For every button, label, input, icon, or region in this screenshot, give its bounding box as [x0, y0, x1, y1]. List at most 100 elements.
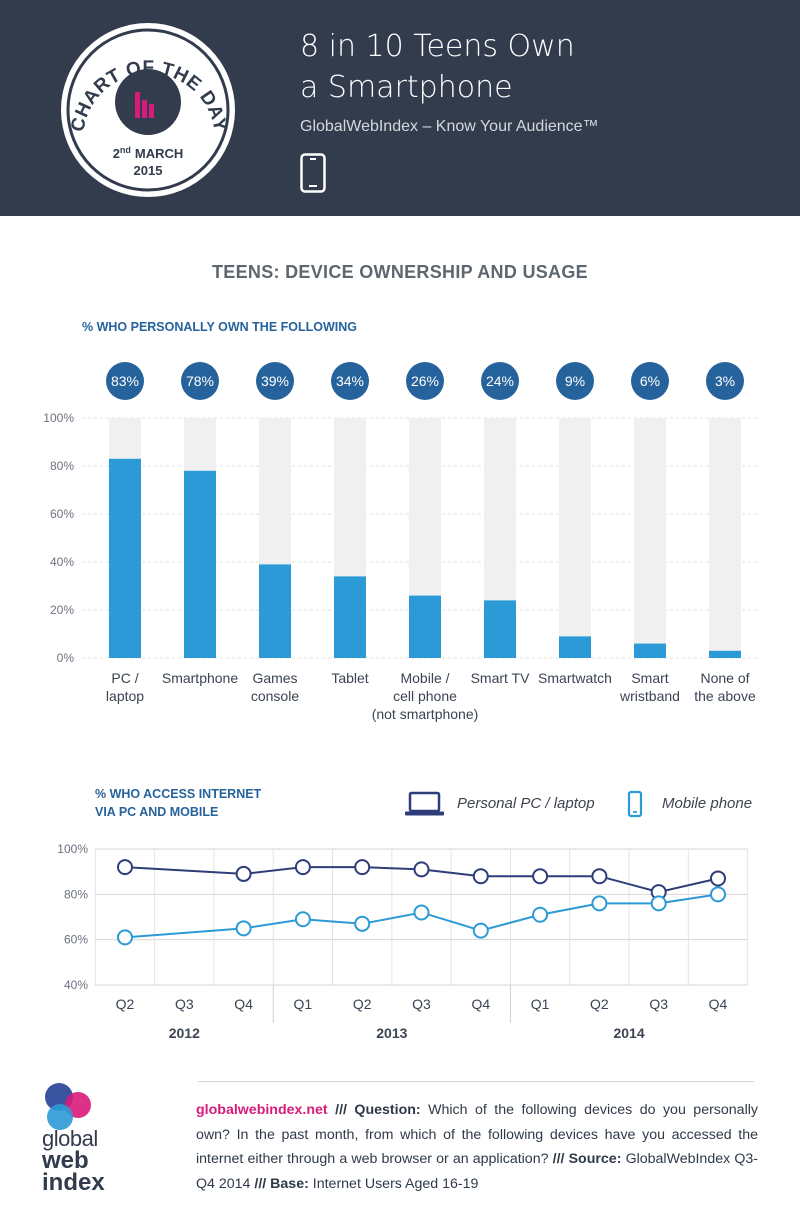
pc-series-point	[354, 859, 371, 876]
bar-category-label: Mobile /	[400, 670, 449, 686]
ownership-bar-chart: 0% 20% 40% 60% 80% 100% 83% PC / laptop 78% Smartp…	[43, 362, 758, 722]
bar	[484, 600, 516, 658]
bar-category-label: Tablet	[331, 670, 368, 686]
pc-series-point	[235, 865, 252, 882]
ownership-section-label: % WHO PERSONALLY OWN THE FOLLOWING	[82, 320, 357, 334]
footer-base: Internet Users Aged 16-19	[312, 1175, 479, 1192]
bar-data-label: 39%	[261, 373, 289, 389]
bar-data-label: 9%	[565, 373, 585, 389]
bar	[559, 636, 591, 658]
mobile-series-point	[591, 895, 608, 912]
page-title: 8 in 10 Teens Own a Smartphone	[300, 26, 780, 108]
bar-category-label: Games	[252, 670, 297, 686]
bar	[109, 458, 141, 658]
bar-background	[709, 418, 741, 658]
bar-y-tick-label: 0%	[57, 651, 75, 665]
badge-year: 2015	[134, 163, 163, 178]
footer-separator: ///	[254, 1175, 267, 1192]
bar-category-label: None of	[700, 670, 749, 686]
bar	[709, 650, 741, 658]
bar-y-tick-label: 80%	[50, 459, 74, 473]
main-title: TEENS: DEVICE OWNERSHIP AND USAGE	[212, 262, 588, 282]
bar-category-label: the above	[694, 688, 756, 704]
bar-data-label: 34%	[336, 373, 364, 389]
data-label-bubble	[331, 362, 369, 400]
footer-site-link[interactable]: globalwebindex.net	[196, 1102, 328, 1118]
mobile-series-point	[413, 904, 430, 921]
bar-data-label: 3%	[715, 373, 735, 389]
pc-series-point	[710, 870, 726, 887]
header-banner: CHART OF THE DAY 2nd MARCH 2015 8 in 10 T…	[0, 0, 800, 216]
data-label-bubble	[181, 362, 219, 400]
smartphone-icon	[300, 153, 326, 193]
logo-word-index: index	[42, 1169, 105, 1196]
bar-category-label: Smart TV	[471, 670, 531, 686]
x-quarter-label: Q4	[471, 996, 490, 1012]
line-y-tick-label: 80%	[64, 887, 88, 901]
internet-access-label-line-1: % WHO ACCESS INTERNET	[95, 787, 262, 801]
bar-category-label: Smartwatch	[538, 670, 612, 686]
bar-category-label: console	[251, 688, 299, 704]
data-label-bubble	[631, 362, 669, 400]
bar-y-tick-label: 60%	[50, 507, 74, 521]
x-quarter-label: Q1	[294, 996, 313, 1012]
bar-category-label: Smartphone	[162, 670, 238, 686]
bar-category-label: (not smartphone)	[372, 706, 479, 722]
data-label-bubble	[706, 362, 744, 400]
pc-series-line	[124, 866, 719, 894]
chart-of-the-day-badge: CHART OF THE DAY 2nd MARCH 2015	[61, 23, 235, 197]
footer-notes: globalwebindex.net /// Question: Which o…	[196, 1098, 758, 1196]
bar-category-label: laptop	[106, 688, 144, 704]
data-label-bubble	[481, 362, 519, 400]
line-y-tick-label: 100%	[57, 842, 88, 856]
footer-divider	[198, 1081, 754, 1082]
pc-series-point	[117, 859, 133, 876]
bar-background	[634, 418, 666, 658]
x-quarter-label: Q3	[649, 996, 668, 1012]
internet-access-section-label: % WHO ACCESS INTERNET VIA PC AND MOBILE	[95, 785, 261, 821]
footer-source-label: Source:	[568, 1151, 622, 1167]
bar	[334, 576, 366, 658]
bar-background	[559, 418, 591, 658]
mobile-series-point	[294, 911, 311, 928]
bar	[184, 470, 216, 658]
legend-pc-label: Personal PC / laptop	[457, 795, 595, 812]
footer-question-label: Question:	[354, 1102, 421, 1118]
badge-month: MARCH	[135, 146, 183, 161]
badge-day-suffix: nd	[120, 145, 131, 155]
bar-data-label: 83%	[111, 373, 139, 389]
data-label-bubble	[256, 362, 294, 400]
pc-series-point	[413, 861, 430, 878]
year-label: 2012	[169, 1025, 200, 1041]
year-label: 2014	[613, 1025, 644, 1041]
laptop-icon	[405, 791, 444, 816]
logo-word-web: web	[41, 1147, 89, 1174]
logo-word-global: global	[42, 1126, 98, 1151]
footer-separator: ///	[335, 1102, 347, 1118]
mobile-series-point	[532, 906, 549, 923]
bar-data-label: 26%	[411, 373, 439, 389]
line-y-tick-label: 60%	[64, 933, 88, 947]
mobile-series-point	[354, 915, 371, 932]
bar-category-label: cell phone	[393, 688, 457, 704]
title-line-2: a Smartphone	[300, 70, 513, 105]
x-quarter-label: Q4	[234, 996, 253, 1012]
internet-access-label-line-2: VIA PC AND MOBILE	[95, 805, 219, 819]
badge-day: 2	[113, 146, 120, 161]
footer-base-label: Base:	[270, 1175, 309, 1192]
title-line-1: 8 in 10 Teens Own	[300, 29, 575, 64]
bar-data-label: 6%	[640, 373, 660, 389]
internet-access-line-chart: 40% 60% 80% 100% Q2 Q3 Q4 Q1 Q2 Q3 Q4 Q1 Q2 Q3 Q4 2012 2…	[57, 842, 749, 1041]
data-label-bubble	[106, 362, 144, 400]
x-quarter-label: Q4	[709, 996, 728, 1012]
pc-series-point	[294, 859, 311, 876]
bar	[259, 564, 291, 658]
globalwebindex-logo: global web index	[38, 1080, 188, 1205]
bar-y-tick-label: 100%	[43, 411, 74, 425]
year-label: 2013	[376, 1025, 407, 1041]
pc-series-point	[591, 868, 608, 885]
mobile-series-point	[117, 929, 133, 946]
tagline: GlobalWebIndex – Know Your Audience™	[300, 118, 599, 135]
line-y-tick-label: 40%	[64, 978, 88, 992]
